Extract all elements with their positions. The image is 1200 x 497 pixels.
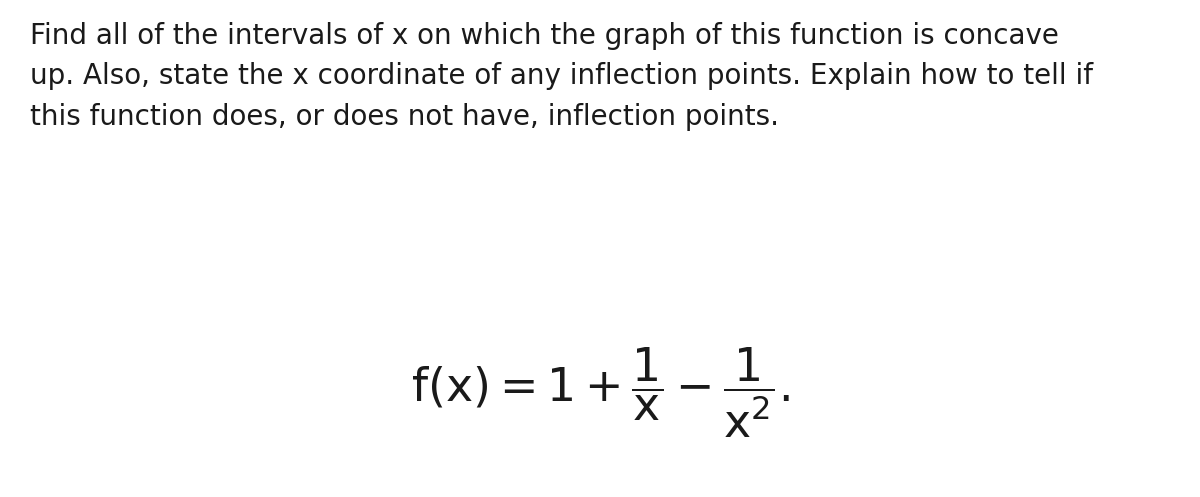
Text: Find all of the intervals of x on which the graph of this function is concave
up: Find all of the intervals of x on which … (30, 22, 1093, 131)
Text: $\mathsf{f(x) = 1 + \dfrac{1}{x} - \dfrac{1}{x^2}.}$: $\mathsf{f(x) = 1 + \dfrac{1}{x} - \dfra… (410, 345, 790, 440)
